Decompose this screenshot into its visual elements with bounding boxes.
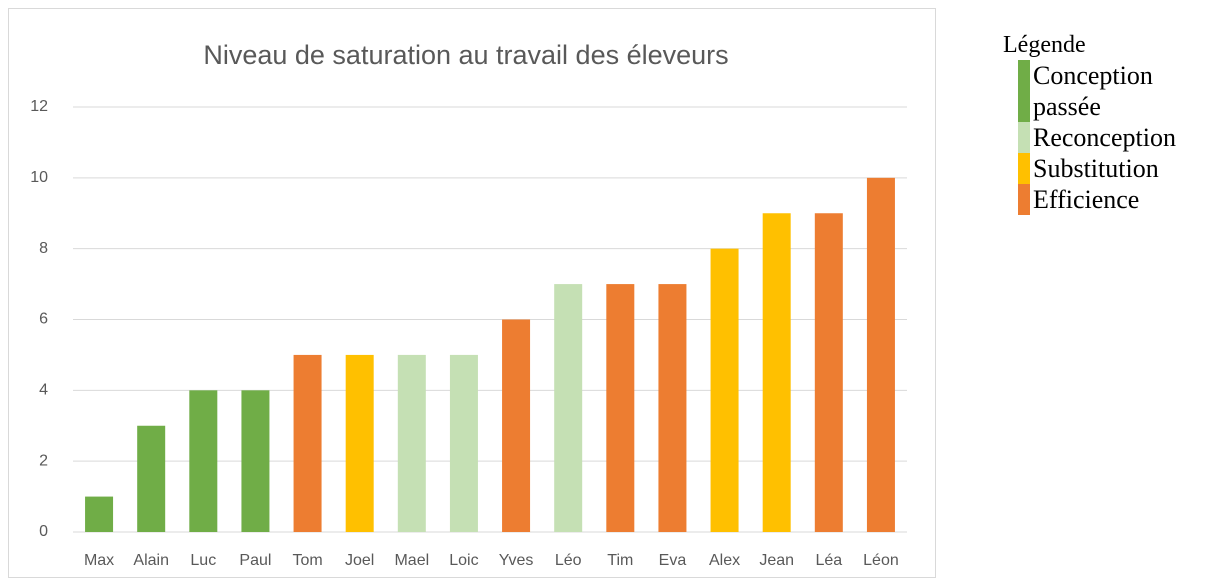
bar	[606, 284, 635, 532]
bar	[866, 177, 895, 533]
legend-item: Efficience	[1018, 184, 1203, 215]
x-tick-label: Yves	[499, 552, 534, 569]
x-tick-label: Mael	[394, 552, 429, 569]
x-tick-label: Tom	[292, 552, 322, 569]
bar	[554, 284, 583, 532]
y-tick-label: 4	[39, 382, 48, 399]
legend: Légende Conception passée Reconception Sub…	[1003, 30, 1203, 215]
legend-item: Substitution	[1018, 153, 1203, 184]
x-tick-label: Joel	[345, 552, 374, 569]
legend-swatch	[1018, 60, 1030, 122]
x-tick-label: Luc	[190, 552, 216, 569]
bar	[710, 248, 739, 532]
bar	[762, 213, 791, 532]
bar	[502, 319, 531, 532]
y-tick-label: 12	[30, 98, 48, 115]
bar	[814, 213, 843, 532]
bar	[345, 354, 374, 532]
x-tick-label: Tim	[607, 552, 633, 569]
y-tick-label: 6	[39, 311, 48, 328]
x-tick-label: Alex	[709, 552, 740, 569]
bar	[189, 390, 218, 532]
bar	[85, 496, 114, 532]
x-tick-label: Léa	[815, 552, 842, 569]
bar	[241, 390, 270, 532]
bar	[658, 284, 687, 532]
x-tick-label: Eva	[659, 552, 687, 569]
y-tick-label: 8	[39, 240, 48, 257]
y-tick-label: 10	[30, 169, 48, 186]
y-tick-label: 2	[39, 452, 48, 469]
x-tick-label: Loic	[449, 552, 478, 569]
legend-item: Conception passée	[1018, 60, 1203, 122]
x-tick-label: Jean	[759, 552, 794, 569]
legend-swatch	[1018, 184, 1030, 215]
legend-title: Légende	[1003, 32, 1086, 58]
legend-swatch	[1018, 153, 1030, 184]
x-tick-label: Max	[84, 552, 114, 569]
y-tick-label: 0	[39, 523, 48, 540]
legend-label: Conception passée	[1033, 61, 1153, 121]
bar	[397, 354, 426, 532]
x-tick-label: Paul	[239, 552, 271, 569]
legend-swatch	[1018, 122, 1030, 153]
chart-title: Niveau de saturation au travail des élev…	[203, 40, 728, 70]
x-tick-label: Léon	[863, 552, 899, 569]
bar	[293, 354, 322, 532]
legend-label: Substitution	[1033, 154, 1159, 183]
x-tick-label: Léo	[555, 552, 582, 569]
bar	[449, 354, 478, 532]
bar	[137, 425, 166, 532]
legend-item: Reconception	[1018, 122, 1203, 153]
legend-label: Efficience	[1033, 185, 1140, 214]
legend-label: Reconception	[1033, 123, 1176, 152]
x-tick-label: Alain	[133, 552, 169, 569]
